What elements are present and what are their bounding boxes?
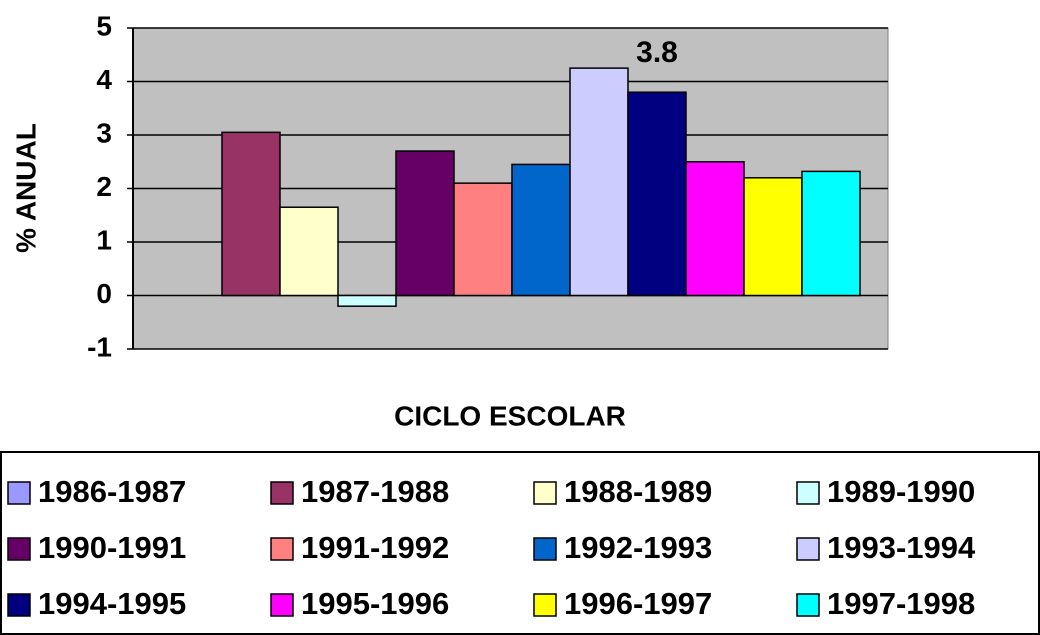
legend-label: 1987-1988 — [301, 474, 449, 509]
legend-swatch — [7, 593, 31, 617]
y-tick-label: 2 — [96, 171, 112, 202]
data-label: 3.8 — [636, 36, 678, 69]
bar — [685, 161, 745, 297]
legend-label: 1986-1987 — [38, 474, 186, 509]
y-tick-label: 5 — [96, 10, 112, 41]
legend-swatch — [796, 481, 820, 505]
y-tick-label: 0 — [96, 278, 112, 309]
x-axis-title: CICLO ESCOLAR — [394, 400, 626, 431]
legend-swatch — [270, 481, 294, 505]
y-tick-label: 4 — [96, 64, 112, 95]
legend-label: 1994-1995 — [38, 586, 186, 621]
legend-label: 1995-1996 — [301, 586, 449, 621]
legend-label: 1993-1994 — [827, 530, 976, 565]
legend-label: 1989-1990 — [827, 474, 975, 509]
legend-label: 1990-1991 — [38, 530, 186, 565]
y-tick-label: 1 — [96, 224, 112, 255]
legend-label: 1992-1993 — [564, 530, 712, 565]
bar — [279, 206, 339, 297]
legend-label: 1996-1997 — [564, 586, 712, 621]
legend-box — [0, 451, 1040, 635]
y-tick-label: -1 — [87, 331, 112, 362]
legend-swatch — [270, 537, 294, 561]
legend-swatch — [533, 481, 557, 505]
bar — [801, 170, 861, 297]
bar — [221, 131, 281, 297]
bar — [743, 177, 803, 297]
bar — [337, 294, 397, 307]
legend-swatch — [533, 537, 557, 561]
bar — [627, 91, 687, 297]
y-tick-label: 3 — [96, 117, 112, 148]
bar — [569, 67, 629, 297]
bar — [511, 163, 571, 297]
y-axis-title: % ANUAL — [10, 123, 41, 253]
legend-swatch — [270, 593, 294, 617]
legend-swatch — [533, 593, 557, 617]
legend-swatch — [796, 537, 820, 561]
legend-swatch — [796, 593, 820, 617]
legend-label: 1997-1998 — [827, 586, 975, 621]
legend-swatch — [7, 481, 31, 505]
legend-label: 1991-1992 — [301, 530, 449, 565]
bar — [453, 182, 513, 297]
legend-swatch — [7, 537, 31, 561]
legend-label: 1988-1989 — [564, 474, 712, 509]
bar — [395, 150, 455, 297]
